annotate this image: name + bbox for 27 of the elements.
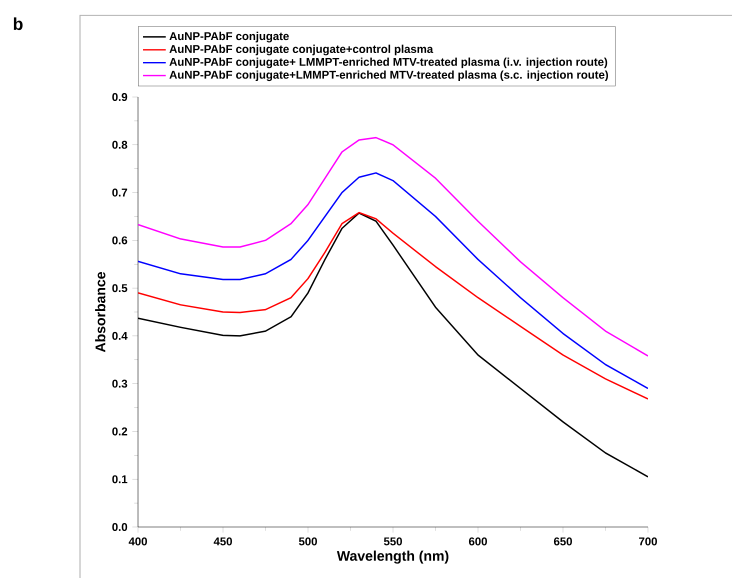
x-axis-title: Wavelength (nm) — [336, 550, 448, 564]
x-tick-label: 450 — [214, 537, 232, 546]
y-tick-label: 0.9 — [112, 93, 128, 102]
y-tick-label: 0.4 — [112, 332, 128, 340]
y-tick-label: 0.3 — [112, 380, 128, 388]
line-series — [138, 212, 648, 400]
x-tick-label: 500 — [298, 537, 317, 546]
y-tick-label: 0.5 — [112, 284, 128, 292]
legend-label: AuNP-PAbF conjugate — [169, 32, 289, 42]
y-tick-label: 0.0 — [112, 522, 128, 531]
y-tick-label: 0.6 — [112, 236, 128, 244]
x-tick-label: 700 — [639, 537, 657, 546]
line-series — [138, 172, 648, 390]
y-axis-title: Absorbance — [95, 272, 106, 352]
x-tick-label: 400 — [128, 537, 147, 546]
legend-label: AuNP-PAbF conjugate+LMMPT-enriched MTV-treated plasma (s.c. injection route) — [169, 70, 608, 82]
line-series — [138, 136, 648, 357]
y-tick-label: 0.2 — [112, 427, 128, 436]
x-tick-label: 550 — [384, 537, 402, 546]
y-tick-label: 0.8 — [112, 140, 128, 149]
y-tick-label: 0.1 — [112, 475, 128, 484]
legend-label: AuNP-PAbF conjugate+ LMMPT-enriched MTV-treated plasma (i.v. injection route) — [169, 58, 608, 68]
y-tick-label: 0.7 — [112, 188, 128, 197]
legend-label: AuNP-PAbF conjugate conjugate+control plasma — [169, 44, 434, 56]
x-tick-label: 600 — [468, 537, 487, 546]
x-tick-label: 650 — [554, 537, 572, 546]
text: b — [14, 17, 23, 30]
